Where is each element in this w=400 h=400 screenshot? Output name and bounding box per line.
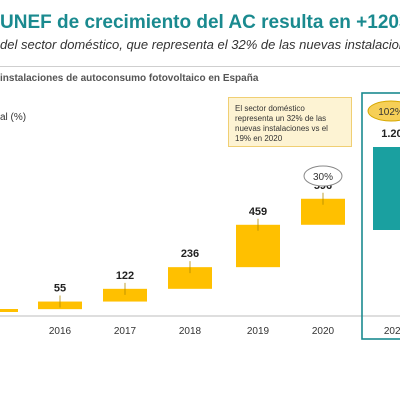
x-tick-2020: 2020 (312, 326, 335, 337)
page-subtitle: del sector doméstico, que representa el … (0, 37, 400, 52)
x-tick-2018: 2018 (179, 326, 202, 337)
chart-title: instalaciones de autoconsumo fotovoltaic… (0, 73, 259, 84)
bar-2021 (373, 147, 400, 230)
growth-badge-2020 (303, 165, 343, 187)
value-label-2019: 459 (249, 206, 267, 218)
bar-2017 (103, 288, 147, 302)
header-divider (0, 66, 400, 67)
bar-2019 (236, 224, 280, 268)
y-axis-label: al (%) (0, 112, 27, 123)
page-title: UNEF de crecimiento del AC resulta en +1… (0, 12, 400, 33)
x-tick-2016: 2016 (49, 326, 72, 337)
value-label-2018: 236 (181, 248, 199, 260)
bar-2018 (168, 267, 212, 289)
bar-5 (0, 309, 18, 312)
value-label-2016: 55 (54, 283, 66, 295)
growth-badge-2021 (367, 100, 400, 122)
growth-badge-label-2020: 30% (313, 172, 333, 183)
value-label-2021: 1.203 (381, 128, 400, 140)
value-label-2017: 122 (116, 270, 134, 282)
highlight-frame-2021 (361, 92, 400, 340)
growth-badge-label-2021: 102% (378, 107, 400, 118)
annotation-callout: El sector doméstico representa un 32% de… (228, 97, 352, 147)
x-tick-2021: 2021 (384, 326, 400, 337)
x-tick-2017: 2017 (114, 326, 137, 337)
x-tick-2019: 2019 (247, 326, 270, 337)
